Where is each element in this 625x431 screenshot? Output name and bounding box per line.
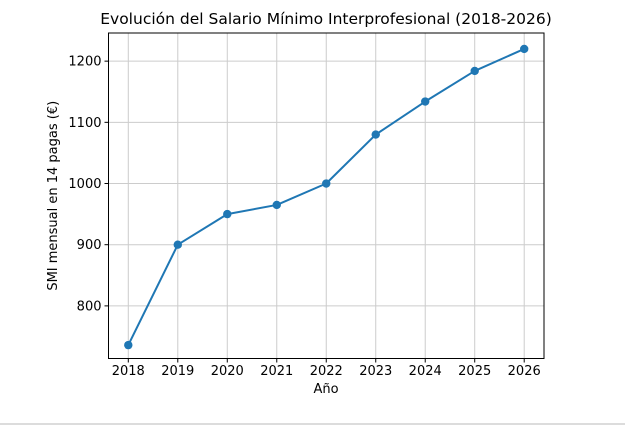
data-point bbox=[272, 200, 281, 210]
data-point bbox=[223, 209, 232, 219]
x-tick-label: 2024 bbox=[409, 364, 442, 379]
data-point bbox=[124, 340, 133, 350]
data-point bbox=[520, 44, 529, 54]
tick-layer: 2018 2019 2020 2021 2022 2023 2024 2025 2026 800 9… bbox=[68, 55, 540, 379]
data-point bbox=[470, 66, 479, 76]
data-point bbox=[371, 130, 380, 139]
x-tick-label: 2020 bbox=[211, 364, 244, 379]
y-tick-label: 1200 bbox=[68, 55, 101, 70]
bottom-divider bbox=[0, 423, 625, 425]
y-tick-label: 800 bbox=[77, 299, 102, 314]
y-axis-label: SMI mensual en 14 pagas (€) bbox=[46, 101, 61, 291]
data-point bbox=[173, 240, 182, 249]
x-tick-label: 2021 bbox=[260, 364, 293, 379]
x-tick-label: 2025 bbox=[458, 364, 491, 379]
x-tick-label: 2023 bbox=[359, 364, 392, 379]
x-tick-label: 2018 bbox=[112, 364, 145, 379]
grid-layer bbox=[108, 33, 544, 359]
y-tick-label: 900 bbox=[77, 238, 102, 253]
x-axis-label: Año bbox=[313, 382, 338, 397]
x-tick-label: 2019 bbox=[161, 364, 194, 379]
data-point bbox=[322, 179, 331, 188]
series-layer bbox=[124, 44, 529, 350]
data-point bbox=[421, 97, 430, 106]
y-tick-label: 1100 bbox=[68, 116, 101, 131]
chart-title: Evolución del Salario Mínimo Interprofes… bbox=[100, 10, 552, 28]
x-tick-label: 2026 bbox=[508, 364, 541, 379]
x-tick-label: 2022 bbox=[310, 364, 343, 379]
y-tick-label: 1000 bbox=[68, 177, 101, 192]
